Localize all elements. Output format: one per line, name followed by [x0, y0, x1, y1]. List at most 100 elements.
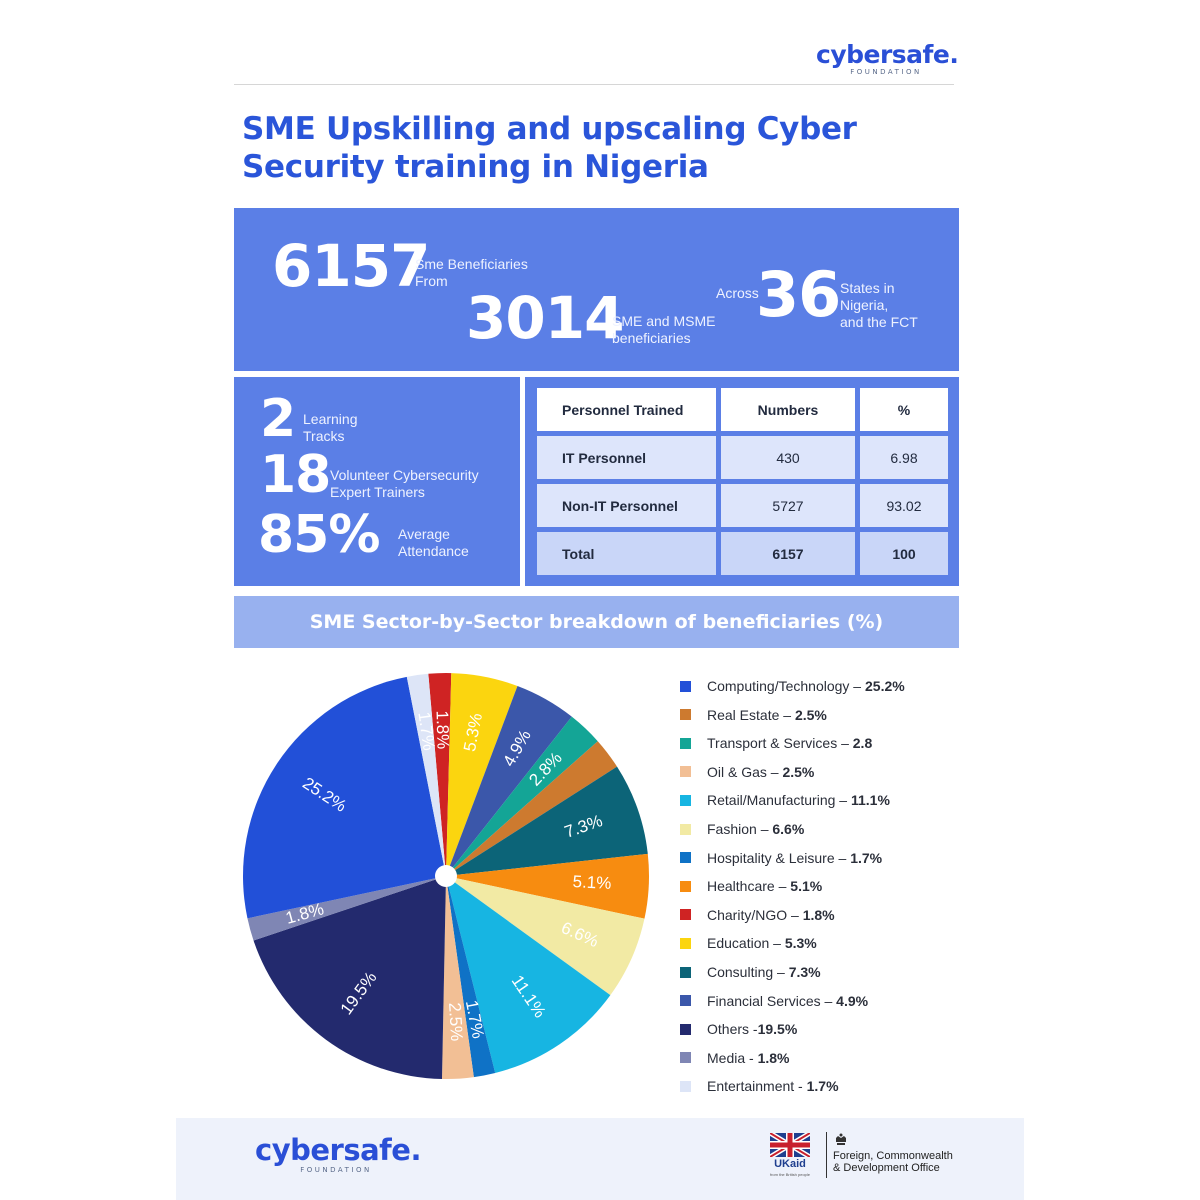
legend-swatch [680, 823, 691, 835]
legend-item-transport-services: Transport & Services – 2.8 [680, 735, 872, 751]
legend-label: Others - [707, 1021, 758, 1038]
pie-label-charity-ngo: 1.8% [432, 710, 452, 749]
ukaid-logo: UKaid [774, 1158, 806, 1170]
trainers-number: 18 [260, 445, 331, 505]
legend-item-consulting: Consulting – 7.3% [680, 964, 821, 980]
legend-item-real-estate: Real Estate – 2.5% [680, 707, 827, 723]
legend-value: 7.3% [788, 964, 821, 980]
header-divider [234, 84, 954, 85]
legend-swatch [680, 680, 691, 692]
legend-item-others: Others -19.5% [680, 1021, 797, 1037]
personnel-table: Personnel Trained Numbers % IT Personnel… [525, 377, 959, 586]
tracks-number: 2 [260, 389, 296, 449]
beneficiaries-label-line-1: Sme Beneficiaries [415, 256, 528, 272]
attendance-label-line-1: Average [398, 526, 450, 542]
legend-item-education: Education – 5.3% [680, 935, 817, 951]
sme-label: SME and MSME beneficiaries [612, 313, 715, 347]
legend-value: 19.5% [757, 1021, 798, 1038]
legend-label: Transport & Services – [707, 735, 853, 752]
legend-value: 6.6% [772, 821, 805, 837]
legend-label: Financial Services – [707, 992, 837, 1009]
legend-label: Media - [707, 1049, 758, 1066]
legend-label: Hospitality & Leisure – [707, 849, 851, 866]
legend-swatch [680, 766, 691, 778]
legend-label: Computing/Technology – [707, 678, 865, 694]
states-number: 36 [756, 258, 841, 331]
pie-center-hole [435, 865, 457, 887]
legend-item-healthcare: Healthcare – 5.1% [680, 878, 822, 894]
footer-logo[interactable]: cybersafe. [255, 1133, 421, 1167]
legend-item-oil-gas: Oil & Gas – 2.5% [680, 764, 814, 780]
pie-slice-retail-manufacturing [446, 876, 611, 1073]
header-logo-subtitle: FOUNDATION [850, 68, 922, 76]
legend-value: 11.1% [850, 792, 890, 809]
table-row-nonit-number: 5727 [721, 484, 855, 527]
pie-slice-charity-ngo [428, 673, 452, 876]
legend-item-computing-technology: Computing/Technology – 25.2% [680, 678, 905, 694]
legend-item-financial-services: Financial Services – 4.9% [680, 993, 868, 1009]
footer-logo-subtitle: FOUNDATION [300, 1166, 372, 1174]
table-row-it-label: IT Personnel [537, 436, 716, 479]
sme-number: 3014 [466, 284, 624, 352]
sme-label-line-1: SME and MSME [612, 313, 716, 329]
fcdo-line-1: Foreign, Commonwealth [833, 1150, 953, 1162]
table-header-percent: % [860, 388, 948, 431]
legend-value: 5.3% [784, 935, 817, 952]
legend-label: Retail/Manufacturing – [707, 792, 851, 809]
footer: cybersafe. FOUNDATION UKaid from the Bri… [176, 1118, 1024, 1200]
royal-crest-icon [836, 1133, 846, 1145]
pie-slice-financial-services [446, 685, 572, 876]
legend-label: Healthcare – [707, 878, 791, 895]
trainers-label: Volunteer Cybersecurity Expert Trainers [330, 467, 479, 501]
legend-label: Education – [707, 935, 785, 952]
fcdo-line-2: & Development Office [833, 1162, 940, 1174]
legend-swatch [680, 709, 691, 721]
legend-swatch [680, 909, 691, 921]
tracks-label-line-2: Tracks [303, 428, 345, 444]
attendance-number: 85% [258, 505, 380, 565]
trainers-label-line-2: Expert Trainers [330, 484, 425, 500]
legend-swatch [680, 852, 691, 864]
legend-value: 1.7% [806, 1078, 839, 1095]
states-label-line-3: and the FCT [840, 314, 918, 330]
page-title: SME Upskilling and upscaling Cyber Secur… [242, 110, 922, 186]
pie-slice-fashion [446, 876, 645, 996]
legend-swatch [680, 1080, 691, 1092]
pie-slice-healthcare [446, 853, 649, 919]
header-logo[interactable]: cybersafe. [816, 40, 959, 69]
trainers-label-line-1: Volunteer Cybersecurity [330, 467, 479, 483]
legend-value: 1.7% [850, 849, 883, 866]
legend-value: 2.8 [852, 735, 873, 752]
legend-swatch [680, 966, 691, 978]
stats-left-panel: 2 Learning Tracks 18 Volunteer Cybersecu… [234, 377, 520, 586]
legend-label: Charity/NGO – [707, 906, 803, 923]
pie-slice-consulting [446, 766, 648, 876]
legend-label: Entertainment - [707, 1078, 807, 1095]
table-row-total-label: Total [537, 532, 716, 575]
states-label-line-2: Nigeria, [840, 297, 889, 313]
sme-label-line-2: beneficiaries [612, 330, 691, 346]
tracks-label-line-1: Learning [303, 411, 358, 427]
stats-top-panel: 6157 Sme Beneficiaries From 3014 SME and… [234, 208, 959, 371]
legend-value: 25.2% [865, 678, 905, 694]
table-row-it-percent: 6.98 [860, 436, 948, 479]
pie-slice-entertainment [406, 673, 446, 876]
beneficiaries-label: Sme Beneficiaries From [415, 256, 528, 290]
legend-value: 4.9% [836, 992, 869, 1009]
pie-label-healthcare: 5.1% [572, 872, 612, 893]
legend-swatch [680, 794, 691, 806]
states-label-line-1: States in [840, 280, 895, 296]
pie-slice-oil-gas [441, 876, 474, 1079]
table-row-total-percent: 100 [860, 532, 948, 575]
attendance-label-line-2: Attendance [398, 543, 469, 559]
pie-slice-media [247, 876, 446, 941]
table-row-nonit-percent: 93.02 [860, 484, 948, 527]
legend-item-media: Media - 1.8% [680, 1050, 790, 1066]
uk-flag-icon [770, 1133, 810, 1157]
legend-label: Real Estate – [707, 706, 795, 723]
beneficiaries-label-line-2: From [415, 273, 448, 289]
pie-label-oil-gas: 2.5% [445, 1002, 466, 1042]
legend-swatch [680, 1052, 691, 1064]
pie-slice-hospitality-leisure [446, 876, 496, 1078]
legend-value: 2.5% [782, 763, 815, 780]
